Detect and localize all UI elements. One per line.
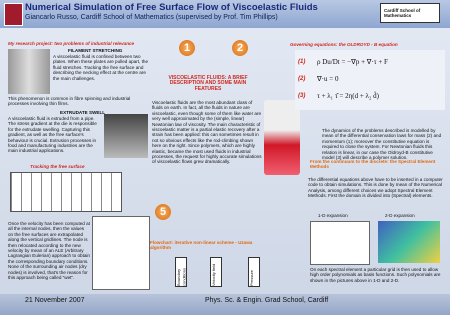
grid-image [10,172,122,212]
logo-right: Cardiff School of Mathematics [380,3,440,23]
filament-text: A viscoelastic fluid is confined between… [53,54,148,81]
flowchart-box: Velocity field [210,257,222,287]
badge: 5 [155,204,171,220]
tracking-text: Once the velocity has been computed at a… [8,221,90,281]
equations-title: Governing equations: the OLDROYD - B equ… [290,42,398,47]
flowchart: Boundary conditions Velocity field Press… [170,255,290,287]
plot-2d [378,221,440,263]
footer-date: 21 November 2007 [25,297,85,304]
eq-number: (1) [298,59,306,65]
flowchart-box: Pressure [248,257,260,287]
filament-title: FILAMENT STRETCHING [68,48,123,53]
sem-title: From the continuum to the discrete: the … [310,159,436,170]
sem-text-2: On each spectral element a particular gr… [310,267,441,283]
subtitle: Giancarlo Russo, Cardiff School of Mathe… [25,14,278,21]
sem-text: The differential equations above have to… [308,177,443,199]
footer-school: Phys. Sc. & Engin. Grad School, Cardiff [205,297,329,304]
equation: ρ Du/Dt = −∇p + ∇·τ + F [317,58,388,66]
crest-logo [4,3,23,26]
intro: My research project: two problems of ind… [8,41,135,46]
footer-band [0,294,450,315]
title: Numerical Simulation of Free Surface Flo… [25,2,318,13]
equation: ∇·u = 0 [317,75,339,83]
plot-1d [310,221,370,265]
tracking-title: Tracking the free surface [30,164,85,169]
extrudate-text: A viscoelastic fluid is extruded from a … [8,116,97,154]
flowchart-box: Boundary conditions [175,257,187,287]
filament-note: This phenomenon is common in fibre spinn… [8,96,131,107]
badge: 1 [179,40,195,56]
equations-box: (1) ρ Du/Dt = −∇p + ∇·τ + F (2) ∇·u = 0 … [295,50,445,110]
filament-image [8,49,50,94]
equations-text: The dynamics of the problems described i… [322,128,442,161]
badge: 2 [232,40,248,56]
eq-number: (2) [298,76,306,82]
mesh-image [92,216,150,290]
extrudate-title: EXTRUDATE SWELL [60,110,106,115]
extrudate-image [104,114,148,158]
exp-2d-label: 2-D expansion [385,213,415,218]
rod-climbing-photo [264,100,300,175]
middle-heading: VISCOELASTIC FLUIDS: A BRIEF DESCRIPTION… [168,75,248,92]
equation: τ + λ₁ τ̆ = 2η(d + λ₂ d̆) [317,92,379,100]
flowchart-title: Flowchart: iterative non-linear scheme -… [150,240,253,251]
eq-number: (3) [298,93,306,99]
header-band [0,0,450,28]
exp-1d-label: 1-D expansion [318,213,348,218]
middle-text: Viscoelastic fluids are the most abundan… [152,100,262,165]
